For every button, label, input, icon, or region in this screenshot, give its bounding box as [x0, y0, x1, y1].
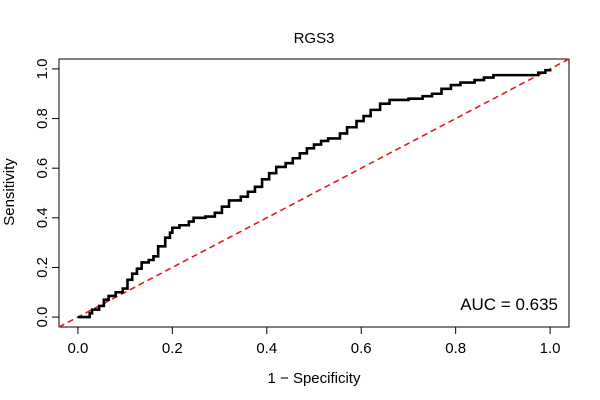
- chart-title: RGS3: [294, 30, 335, 47]
- y-tick-label: 1.0: [34, 58, 51, 79]
- x-tick-label: 1.0: [540, 340, 561, 357]
- y-tick-label: 0.6: [34, 158, 51, 179]
- plot-area: 0.0 0.2 0.4 0.6 0.8 1.0 0.0 0.2 0.4 0.6 0.8 1.0: [34, 58, 570, 357]
- y-tick-label: 0.4: [34, 207, 51, 228]
- reference-diagonal-line: [58, 58, 570, 328]
- x-tick-label: 0.0: [67, 340, 88, 357]
- auc-annotation: AUC = 0.635: [460, 295, 558, 314]
- y-tick-label: 0.2: [34, 257, 51, 278]
- roc-curve: [77, 68, 552, 319]
- x-tick-label: 0.8: [445, 340, 466, 357]
- x-tick-label: 0.2: [162, 340, 183, 357]
- x-tick-label: 0.6: [351, 340, 372, 357]
- y-tick-label: 0.0: [34, 307, 51, 328]
- x-tick-label: 0.4: [256, 340, 277, 357]
- y-tick-label: 0.8: [34, 108, 51, 129]
- y-axis-label: Sensitivity: [1, 158, 18, 226]
- plot-frame: [58, 58, 570, 328]
- x-axis-label: 1 − Specificity: [268, 370, 361, 387]
